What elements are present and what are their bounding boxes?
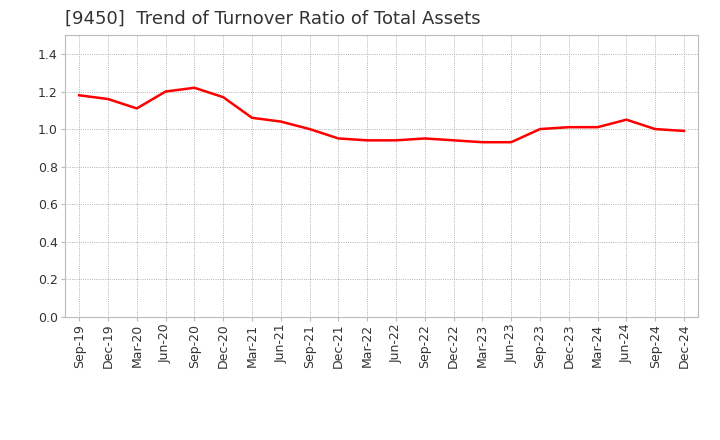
Text: [9450]  Trend of Turnover Ratio of Total Assets: [9450] Trend of Turnover Ratio of Total … [65, 10, 480, 28]
